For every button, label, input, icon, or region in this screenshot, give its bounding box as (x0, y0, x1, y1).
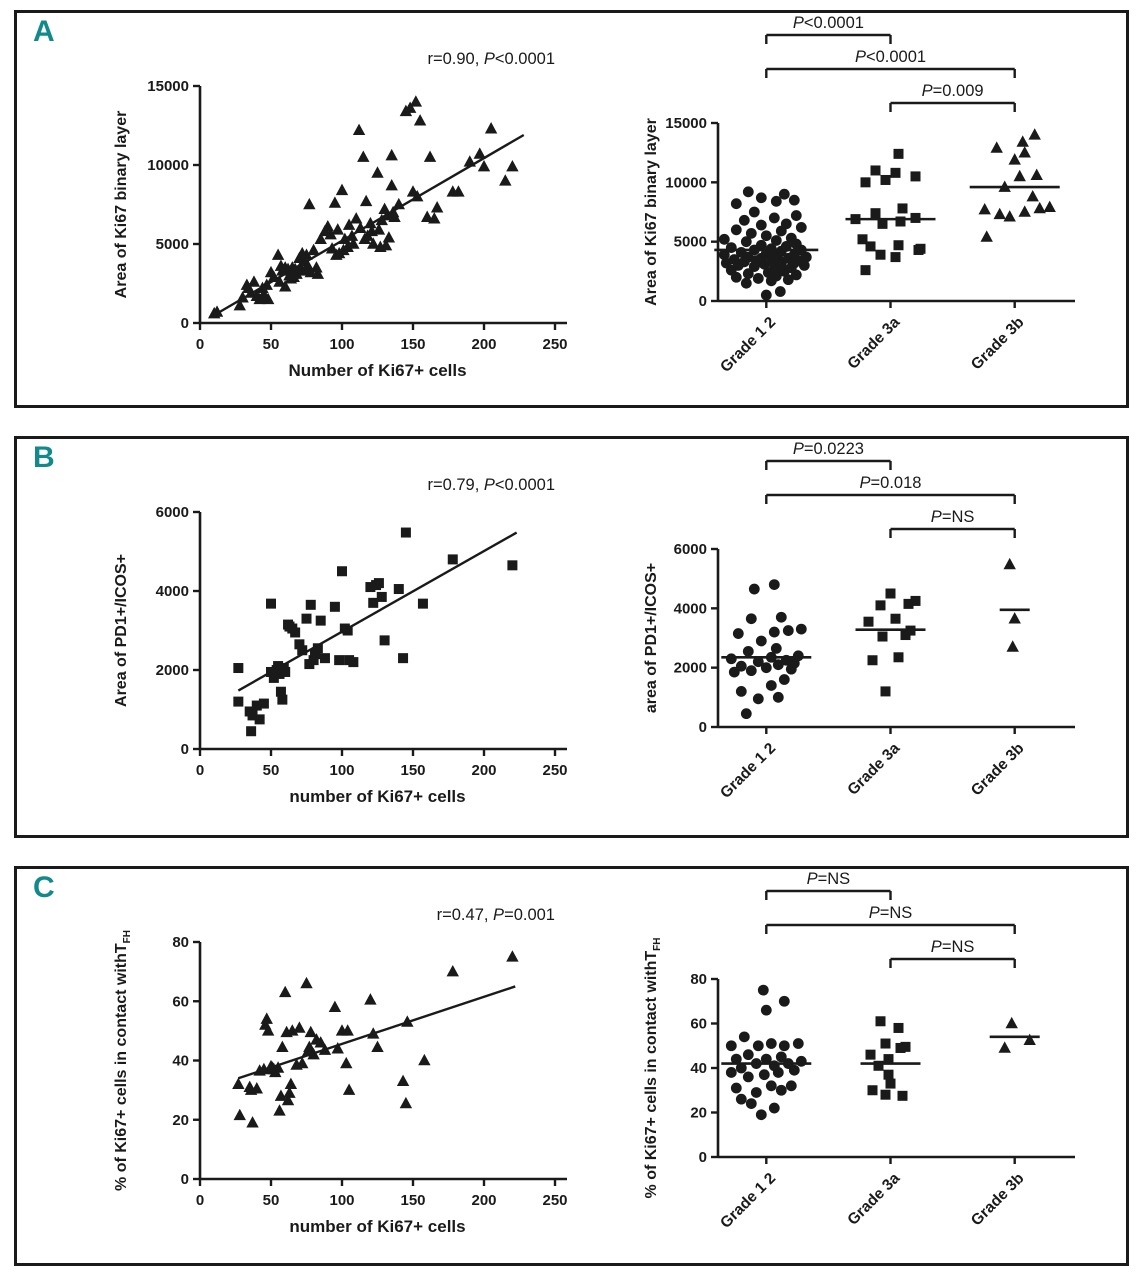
panel-a-scatter-chart: 0 5000 10000 15000 0 50 100 150 200 250 Number of … (113, 50, 568, 380)
panel-b: B 0 2000 4000 6000 0 50 100 150 200 250 number of … (14, 436, 1129, 838)
svg-text:5000: 5000 (156, 236, 189, 253)
svg-text:6000: 6000 (156, 504, 189, 521)
panel-a: A 0 5000 10000 15000 0 50 100 150 200 250 Number o… (14, 10, 1129, 408)
svg-text:Grade 3b: Grade 3b (968, 314, 1028, 374)
svg-text:60: 60 (690, 1016, 707, 1033)
svg-text:Area of PD1+/ICOS+: Area of PD1+/ICOS+ (113, 554, 130, 707)
svg-text:0: 0 (196, 762, 204, 779)
svg-text:0: 0 (181, 1171, 189, 1188)
svg-text:20: 20 (172, 1112, 189, 1129)
svg-text:Grade 3a: Grade 3a (844, 1170, 903, 1229)
svg-text:40: 40 (690, 1060, 707, 1077)
svg-text:80: 80 (690, 971, 707, 988)
svg-text:P=0.018: P=0.018 (860, 474, 922, 492)
svg-text:100: 100 (329, 336, 354, 353)
svg-text:Grade 3b: Grade 3b (968, 740, 1028, 800)
svg-text:Number of Ki67+ cells: Number of Ki67+ cells (288, 361, 466, 380)
svg-text:80: 80 (172, 934, 189, 951)
svg-text:P=0.009: P=0.009 (922, 82, 984, 100)
svg-text:15000: 15000 (147, 78, 189, 95)
panel-a-letter: A (33, 15, 55, 48)
svg-text:P=NS: P=NS (931, 508, 975, 526)
svg-text:10000: 10000 (147, 157, 189, 174)
svg-text:r=0.90, P<0.0001: r=0.90, P<0.0001 (427, 50, 555, 68)
svg-text:Area of Ki67 binary layer: Area of Ki67 binary layer (113, 111, 130, 299)
svg-text:% of Ki67+ cells in contact wi: % of Ki67+ cells in contact withTFH (113, 930, 133, 1191)
svg-text:150: 150 (400, 336, 425, 353)
svg-text:% of Ki67+ cells in contact wi: % of Ki67+ cells in contact withTFH (643, 938, 663, 1199)
svg-text:0: 0 (699, 719, 707, 736)
svg-text:100: 100 (329, 762, 354, 779)
svg-text:200: 200 (471, 1192, 496, 1209)
svg-text:number of Ki67+ cells: number of Ki67+ cells (289, 1217, 465, 1236)
svg-text:250: 250 (542, 336, 567, 353)
svg-text:2000: 2000 (674, 660, 707, 677)
svg-text:Grade 1 2: Grade 1 2 (717, 1170, 779, 1232)
panel-c-dotplot-chart: 0 20 40 60 80 % of Ki67+ cells in contact wit… (643, 870, 1075, 1232)
svg-text:10000: 10000 (665, 174, 707, 191)
svg-text:r=0.79, P<0.0001: r=0.79, P<0.0001 (427, 476, 555, 494)
svg-text:4000: 4000 (156, 583, 189, 600)
svg-text:200: 200 (471, 762, 496, 779)
svg-text:5000: 5000 (674, 234, 707, 251)
svg-text:50: 50 (263, 1192, 280, 1209)
svg-text:Grade 3a: Grade 3a (844, 740, 903, 799)
svg-text:area of PD1+/ICOS+: area of PD1+/ICOS+ (643, 563, 660, 713)
svg-text:P=NS: P=NS (931, 938, 975, 956)
svg-text:0: 0 (181, 315, 189, 332)
svg-text:0: 0 (699, 293, 707, 310)
panel-b-letter: B (33, 441, 55, 474)
panel-a-dotplot-chart: 0 5000 10000 15000 Area of Ki67 binary layer… (643, 14, 1075, 376)
svg-text:200: 200 (471, 336, 496, 353)
svg-text:2000: 2000 (156, 662, 189, 679)
panel-b-scatter-chart: 0 2000 4000 6000 0 50 100 150 200 250 number of Ki… (113, 476, 568, 806)
svg-text:P=NS: P=NS (807, 870, 851, 888)
svg-text:Grade 3a: Grade 3a (844, 314, 903, 373)
svg-text:Grade 1 2: Grade 1 2 (717, 314, 779, 376)
svg-text:250: 250 (542, 762, 567, 779)
svg-text:0: 0 (699, 1149, 707, 1166)
svg-text:number of Ki67+ cells: number of Ki67+ cells (289, 787, 465, 806)
panel-c: C 0 20 40 60 80 0 50 100 150 200 250 number of Ki67… (14, 866, 1129, 1266)
svg-text:40: 40 (172, 1053, 189, 1070)
svg-text:r=0.47, P=0.001: r=0.47, P=0.001 (437, 906, 555, 924)
svg-text:0: 0 (181, 741, 189, 758)
svg-text:15000: 15000 (665, 115, 707, 132)
svg-text:6000: 6000 (674, 541, 707, 558)
svg-text:0: 0 (196, 1192, 204, 1209)
svg-text:Grade 3b: Grade 3b (968, 1170, 1028, 1230)
svg-text:Grade 1 2: Grade 1 2 (717, 740, 779, 802)
panel-b-dotplot-chart: 0 2000 4000 6000 area of PD1+/ICOS+ P=0.0223 P… (643, 440, 1075, 802)
svg-text:150: 150 (400, 762, 425, 779)
panel-c-letter: C (33, 871, 55, 904)
svg-text:P=0.0223: P=0.0223 (793, 440, 864, 458)
svg-text:P<0.0001: P<0.0001 (855, 48, 926, 66)
svg-text:60: 60 (172, 993, 189, 1010)
svg-text:P=NS: P=NS (869, 904, 913, 922)
svg-text:0: 0 (196, 336, 204, 353)
panel-c-scatter-chart: 0 20 40 60 80 0 50 100 150 200 250 number of Ki67+ … (113, 906, 568, 1236)
svg-text:Area of Ki67 binary layer: Area of Ki67 binary layer (643, 118, 660, 306)
svg-text:150: 150 (400, 1192, 425, 1209)
svg-text:50: 50 (263, 336, 280, 353)
svg-text:4000: 4000 (674, 600, 707, 617)
svg-text:100: 100 (329, 1192, 354, 1209)
svg-text:50: 50 (263, 762, 280, 779)
svg-text:250: 250 (542, 1192, 567, 1209)
svg-text:P<0.0001: P<0.0001 (793, 14, 864, 32)
svg-text:20: 20 (690, 1105, 707, 1122)
